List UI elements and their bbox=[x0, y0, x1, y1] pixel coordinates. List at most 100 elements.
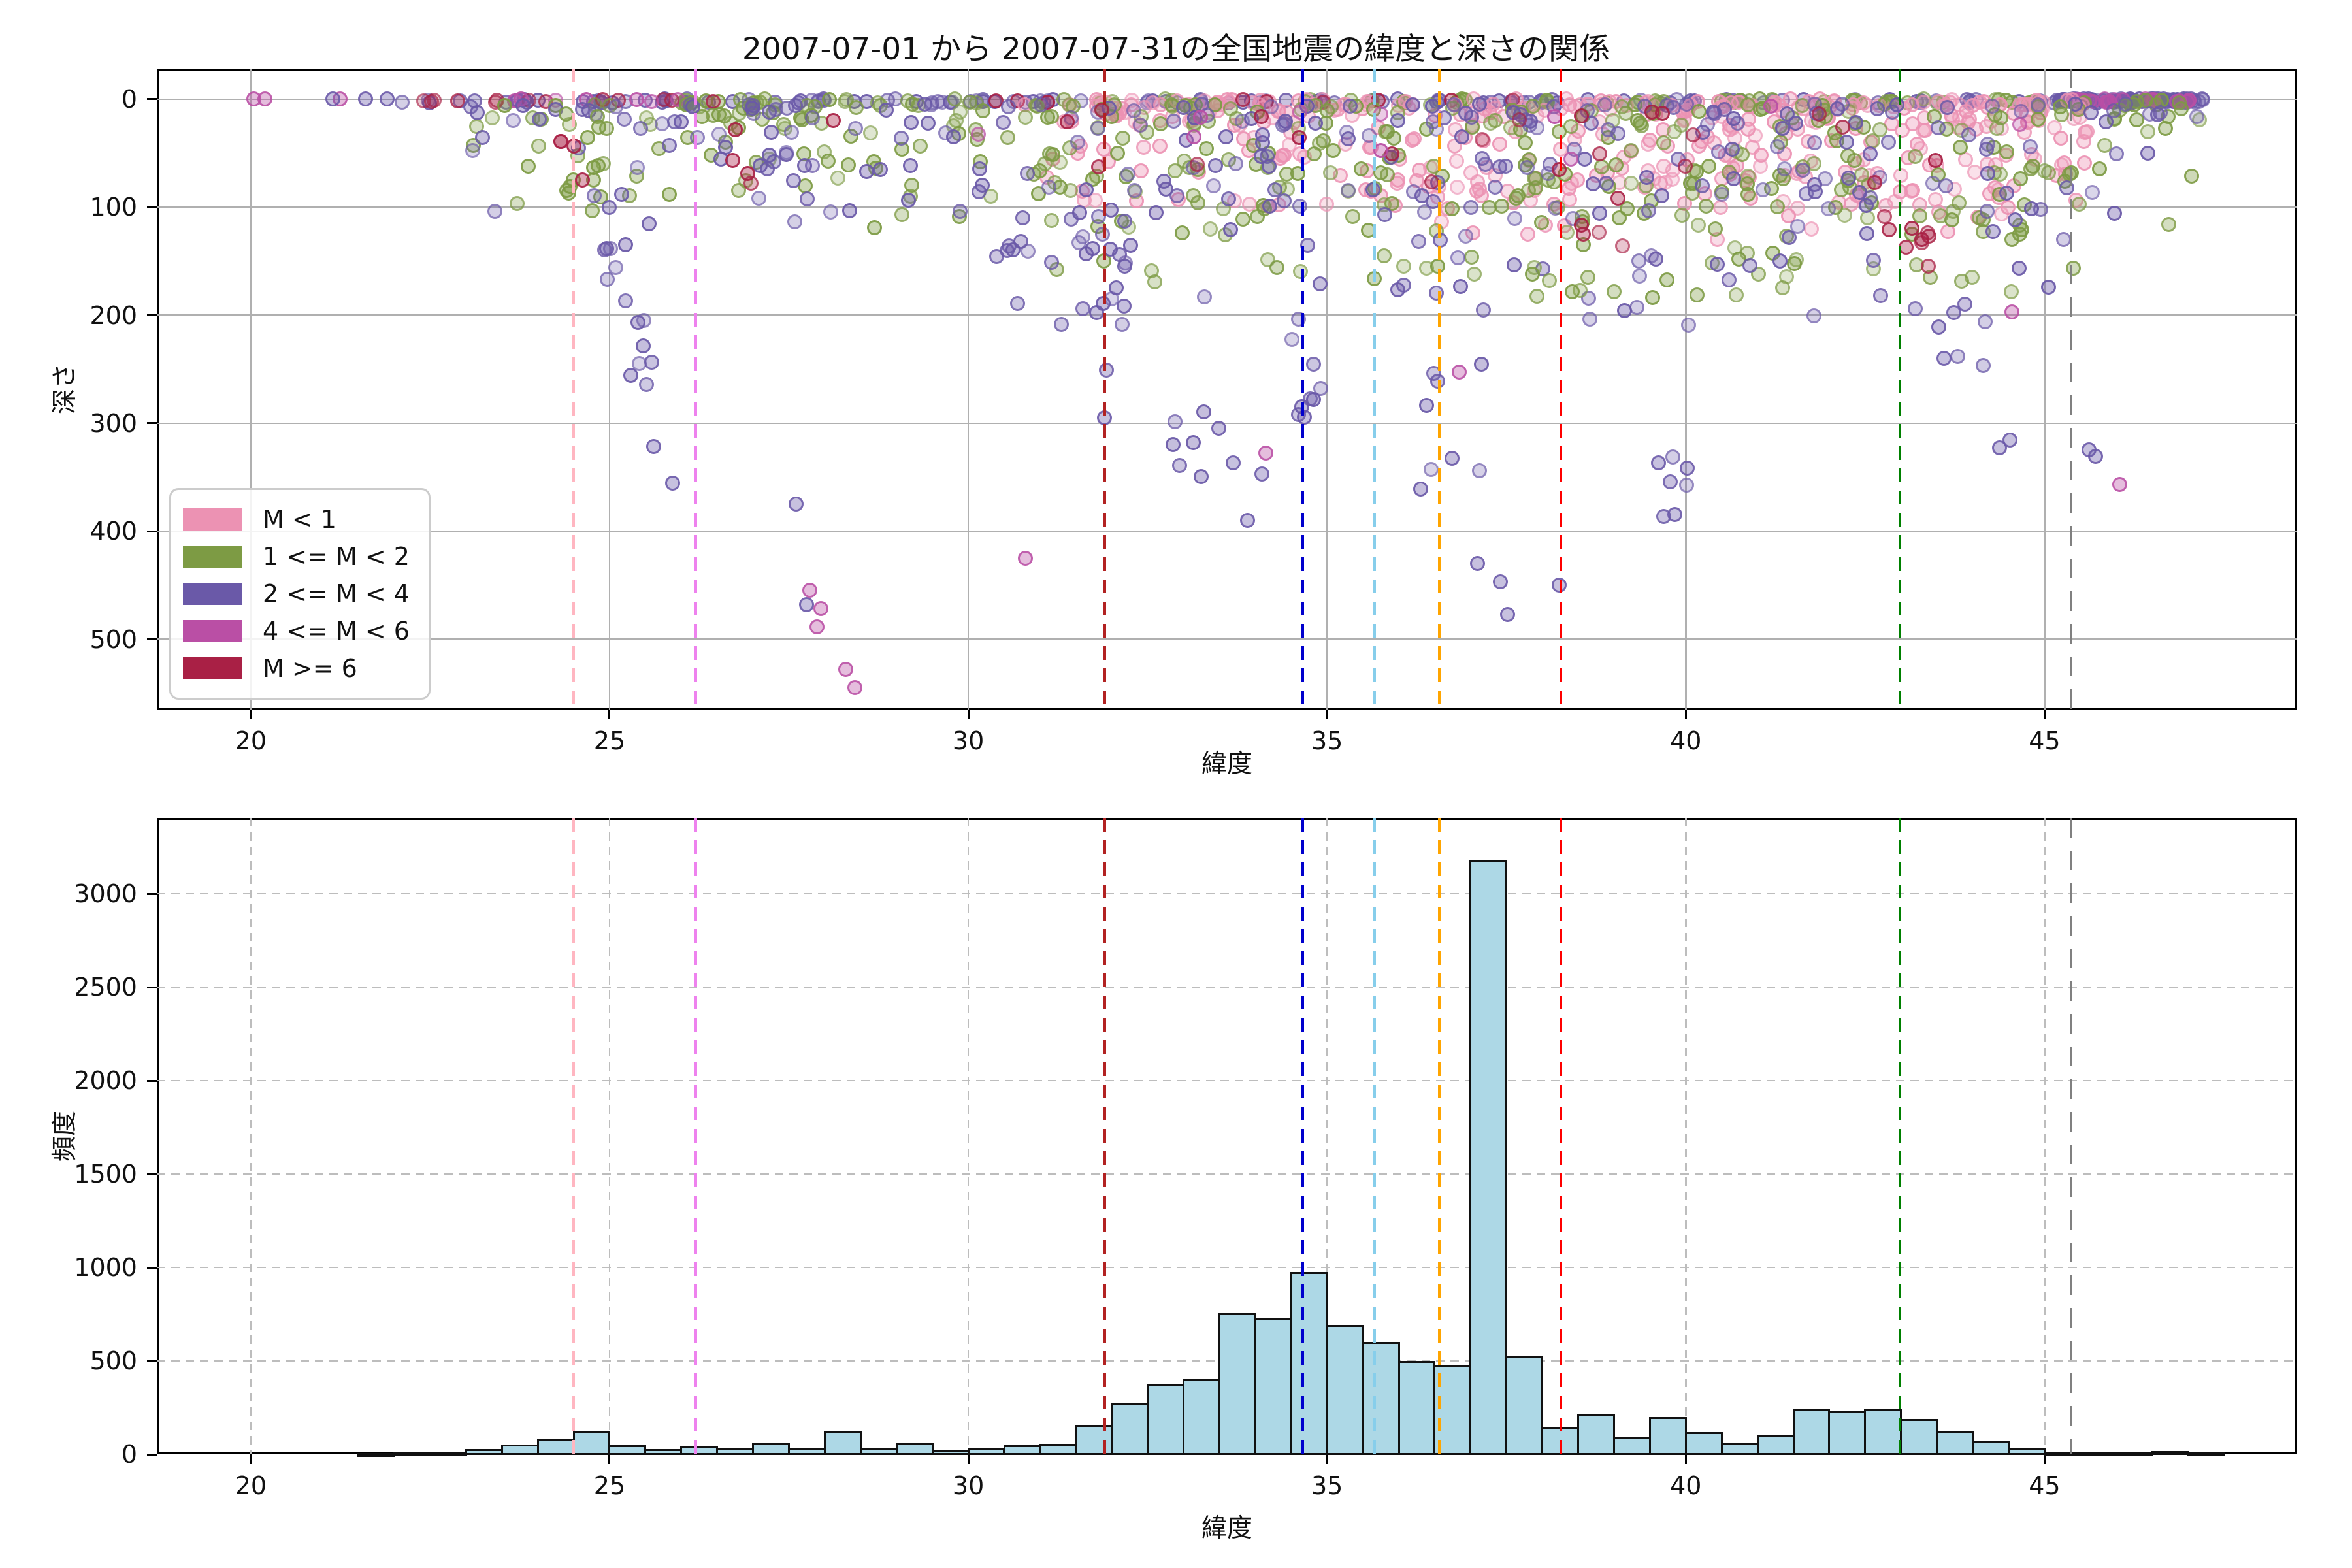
histogram-bar bbox=[895, 1442, 934, 1456]
scatter-point bbox=[1158, 182, 1173, 197]
axis-tick bbox=[147, 1453, 157, 1456]
scatter-point bbox=[1098, 362, 1114, 378]
tick-label: 100 bbox=[90, 193, 137, 222]
scatter-point bbox=[1221, 191, 1237, 206]
scatter-point bbox=[1859, 226, 1874, 242]
scatter-point bbox=[1115, 131, 1130, 146]
scatter-point bbox=[1152, 139, 1168, 154]
scatter-point bbox=[1293, 263, 1309, 279]
scatter-point bbox=[1413, 481, 1428, 497]
scatter-point bbox=[2140, 145, 2155, 161]
scatter-point bbox=[866, 220, 882, 236]
scatter-point bbox=[862, 125, 878, 140]
scatter-point bbox=[1258, 446, 1273, 461]
scatter-point bbox=[1730, 115, 1746, 131]
histogram-bar bbox=[752, 1443, 791, 1456]
reference-line bbox=[1437, 69, 1441, 710]
scatter-point bbox=[1950, 348, 1965, 364]
scatter-point bbox=[1629, 113, 1645, 129]
scatter-point bbox=[1044, 254, 1060, 270]
scatter-point bbox=[1961, 127, 1976, 143]
axis-tick bbox=[147, 1266, 157, 1269]
reference-line bbox=[1898, 818, 1901, 1454]
scatter-point bbox=[1533, 214, 1549, 230]
reference-line bbox=[1898, 69, 1901, 710]
scatter-point bbox=[617, 293, 633, 309]
scatter-point bbox=[783, 124, 799, 140]
histogram-bar bbox=[2079, 1452, 2117, 1457]
scatter-point bbox=[1345, 208, 1360, 224]
scatter-point bbox=[972, 161, 988, 177]
scatter-point bbox=[1606, 284, 1622, 299]
axis-tick bbox=[250, 1454, 252, 1464]
tick-label: 1500 bbox=[74, 1160, 137, 1189]
scatter-point bbox=[1312, 276, 1328, 292]
grid-line-y bbox=[157, 1079, 2297, 1082]
scatter-point bbox=[1848, 115, 1864, 131]
scatter-point bbox=[1931, 319, 1947, 335]
histogram-bar bbox=[1612, 1436, 1651, 1456]
axis-tick bbox=[250, 710, 252, 719]
reference-line bbox=[1373, 818, 1376, 1454]
scatter-point bbox=[1429, 285, 1445, 301]
scatter-point bbox=[2072, 196, 2087, 212]
scatter-point bbox=[924, 97, 939, 112]
histogram-bar bbox=[2008, 1448, 2046, 1456]
axis-tick bbox=[147, 1079, 157, 1082]
scatter-point bbox=[821, 92, 837, 108]
scatter-point bbox=[1838, 135, 1854, 150]
scatter-point bbox=[1994, 206, 2010, 222]
grid-line-y bbox=[157, 422, 2297, 425]
scatter-point bbox=[1494, 198, 1509, 214]
legend-swatch bbox=[183, 583, 242, 605]
scatter-point bbox=[1927, 152, 1943, 168]
scatter-point bbox=[1492, 136, 1507, 152]
scatter-point bbox=[617, 237, 633, 252]
scatter-point bbox=[1740, 168, 1756, 184]
scatter-point bbox=[450, 93, 466, 109]
tick-label: 45 bbox=[2029, 1471, 2061, 1500]
histogram-bar bbox=[1075, 1425, 1113, 1456]
legend-label: M >= 6 bbox=[263, 654, 357, 683]
scatter-point bbox=[1518, 135, 1533, 150]
scatter-point bbox=[395, 94, 410, 110]
tick-label: 45 bbox=[2029, 727, 2061, 755]
histogram-bar bbox=[1756, 1435, 1795, 1456]
scatter-point bbox=[1488, 179, 1503, 195]
grid-line-y bbox=[157, 638, 2297, 640]
scatter-point bbox=[1291, 129, 1307, 145]
x-axis-label-top: 緯度 bbox=[1201, 749, 1253, 779]
scatter-point bbox=[1656, 159, 1672, 174]
scatter-point bbox=[1059, 114, 1075, 129]
grid-line-y bbox=[157, 892, 2297, 895]
scatter-point bbox=[1116, 299, 1132, 314]
scatter-point bbox=[798, 596, 814, 612]
grid-line-y bbox=[157, 314, 2297, 316]
histogram-bar bbox=[2187, 1452, 2225, 1457]
scatter-point bbox=[1977, 314, 1993, 330]
scatter-point bbox=[1126, 103, 1141, 118]
scatter-point bbox=[474, 130, 490, 146]
scatter-point bbox=[1009, 295, 1025, 311]
scatter-point bbox=[1770, 199, 1786, 214]
scatter-point bbox=[1592, 146, 1607, 162]
scatter-point bbox=[1017, 109, 1033, 125]
histogram-bar bbox=[859, 1447, 898, 1456]
histogram-bar bbox=[1183, 1379, 1220, 1456]
scatter-point bbox=[1463, 165, 1478, 180]
axis-tick bbox=[147, 638, 157, 641]
plot-title: 2007-07-01 から 2007-07-31の全国地震の緯度と深さの関係 bbox=[742, 31, 1610, 67]
scatter-point bbox=[1305, 357, 1321, 372]
legend-item: 1 <= M < 2 bbox=[183, 538, 412, 575]
scatter-point bbox=[2004, 284, 2019, 300]
axis-tick bbox=[967, 1454, 970, 1464]
scatter-point bbox=[921, 115, 936, 131]
scatter-point bbox=[1724, 141, 1740, 157]
scatter-point bbox=[1725, 171, 1741, 186]
legend-label: M < 1 bbox=[263, 504, 336, 534]
scatter-point bbox=[638, 377, 654, 393]
scatter-point bbox=[1019, 165, 1035, 181]
scatter-point bbox=[953, 203, 968, 219]
scatter-point bbox=[617, 111, 632, 127]
scatter-point bbox=[1944, 212, 1960, 227]
